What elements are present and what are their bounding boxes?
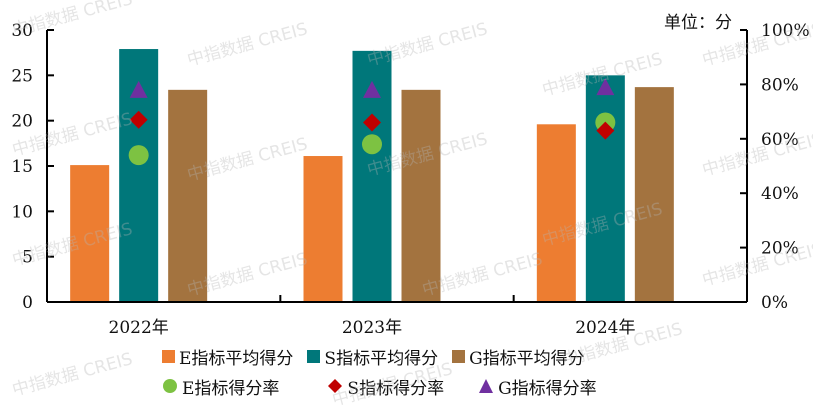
purple-triangle-icon (479, 379, 494, 393)
diamond-marker (363, 113, 381, 132)
y-left-tick-label: 30 (11, 21, 33, 41)
legend-row-bars: E指标平均得分 S指标平均得分 G指标平均得分 (162, 341, 611, 371)
bar (634, 87, 674, 303)
bar (401, 89, 441, 302)
diamond-marker (129, 110, 148, 129)
legend-item-e-rate: E指标得分率 (162, 374, 279, 399)
bar (585, 75, 625, 302)
legend-label: E指标得分率 (182, 378, 280, 399)
bar (303, 156, 343, 302)
y-left-tick-label: 0 (22, 293, 33, 313)
bar (168, 89, 208, 302)
legend-item-s-score: S指标平均得分 (307, 344, 438, 369)
y-right-tick-label: 80% (761, 75, 799, 95)
y-right-tick-label: 60% (761, 130, 799, 150)
y-left-tick-label: 10 (11, 202, 33, 222)
y-left-tick-label: 5 (22, 248, 33, 268)
legend-item-g-rate: G指标得分率 (478, 374, 597, 399)
bar (70, 165, 110, 302)
x-tick-label: 2024年 (575, 318, 635, 338)
legend-label: E指标平均得分 (179, 348, 294, 369)
y-right-tick-label: 40% (761, 184, 799, 204)
circle-marker (128, 145, 149, 166)
legend-label: S指标得分率 (347, 378, 445, 399)
legend: E指标平均得分 S指标平均得分 G指标平均得分 E指标得分率 S指标得分率 G指… (162, 341, 611, 401)
y-right-tick-label: 100% (761, 21, 810, 41)
teal-square-icon (307, 349, 321, 363)
legend-item-s-rate: S指标得分率 (327, 374, 444, 399)
y-left-tick-label: 20 (11, 112, 33, 132)
green-circle-icon (163, 379, 177, 393)
triangle-marker (596, 78, 615, 96)
y-left-tick-label: 15 (11, 157, 33, 177)
red-diamond-icon (328, 379, 343, 393)
orange-square-icon (162, 349, 175, 363)
bar (536, 124, 576, 302)
diamond-marker (596, 121, 615, 140)
brown-square-icon (452, 349, 466, 363)
y-right-tick-label: 0% (761, 293, 788, 313)
legend-label: S指标平均得分 (324, 348, 439, 369)
unit-label: 单位：分 (664, 13, 732, 33)
legend-item-e-score: E指标平均得分 (162, 344, 293, 369)
x-tick-label: 2023年 (342, 318, 402, 338)
y-left-tick-label: 25 (11, 66, 33, 86)
triangle-marker (363, 80, 381, 98)
circle-marker (362, 134, 382, 155)
legend-item-g-score: G指标平均得分 (452, 344, 585, 369)
legend-label: G指标得分率 (498, 378, 597, 399)
x-tick-label: 2022年 (109, 318, 169, 338)
y-right-tick-label: 20% (761, 239, 799, 259)
legend-label: G指标平均得分 (469, 348, 585, 369)
triangle-marker (129, 80, 148, 98)
legend-row-markers: E指标得分率 S指标得分率 G指标得分率 (162, 371, 611, 401)
